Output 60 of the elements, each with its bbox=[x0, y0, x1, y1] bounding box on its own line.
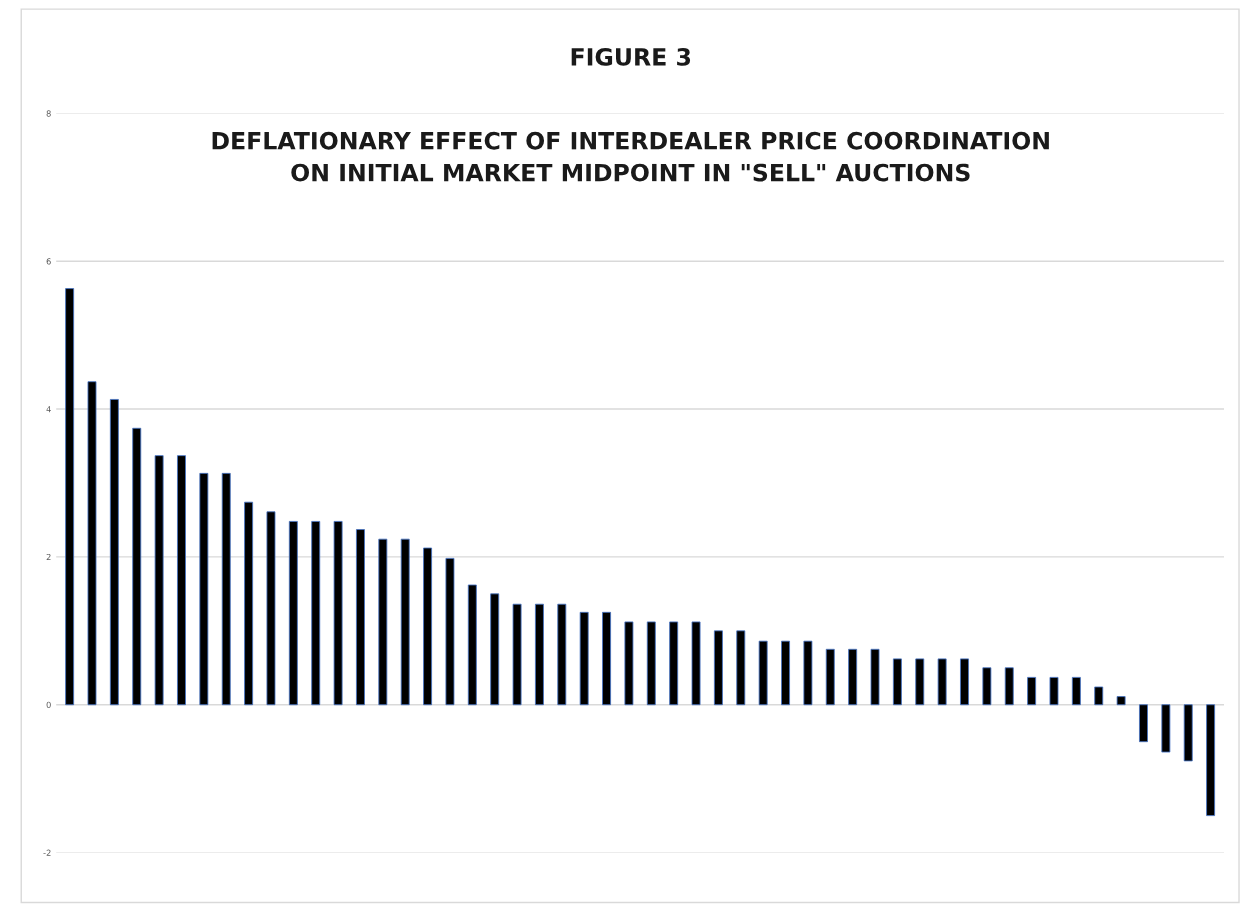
bar bbox=[848, 648, 858, 706]
bar bbox=[65, 288, 75, 706]
bar bbox=[781, 640, 790, 706]
bar bbox=[758, 640, 768, 706]
bar bbox=[288, 521, 298, 706]
bar bbox=[982, 667, 992, 706]
bar bbox=[803, 640, 813, 706]
y-tick-label: 0 bbox=[46, 701, 51, 709]
bar bbox=[870, 648, 880, 706]
bar bbox=[579, 611, 589, 706]
bar bbox=[1094, 686, 1104, 706]
text: DEFLATIONARY EFFECT OF INTERDEALER PRICE COORDINATION ON INITIAL MARKET MIDPOINT IN "SELL" AUCTIONS bbox=[212, 131, 1049, 182]
bar bbox=[356, 529, 365, 706]
bar bbox=[490, 593, 500, 706]
y-tick-label: 4 bbox=[46, 406, 51, 413]
bar bbox=[1027, 676, 1037, 706]
chart-title: FIGURE 3 bbox=[571, 47, 691, 66]
bar bbox=[199, 472, 209, 706]
bar bbox=[557, 603, 567, 706]
bar bbox=[400, 538, 410, 706]
bar bbox=[960, 658, 969, 706]
bar bbox=[244, 501, 254, 706]
bar bbox=[646, 621, 656, 706]
bar bbox=[1206, 704, 1216, 817]
bar bbox=[333, 521, 343, 706]
bar bbox=[109, 399, 119, 706]
bar bbox=[1139, 704, 1148, 743]
bar bbox=[132, 427, 142, 706]
y-tick-label: -2 bbox=[43, 849, 51, 856]
y-tick-label: 6 bbox=[46, 258, 51, 265]
bar bbox=[892, 658, 902, 706]
bar bbox=[1183, 704, 1193, 762]
bar bbox=[154, 455, 164, 706]
bar bbox=[423, 547, 433, 706]
bar bbox=[534, 603, 544, 706]
bar bbox=[691, 621, 701, 706]
bar bbox=[221, 472, 231, 706]
bar bbox=[602, 611, 611, 706]
bar bbox=[467, 584, 477, 706]
bar bbox=[1004, 667, 1014, 706]
bar bbox=[1049, 676, 1059, 706]
bar bbox=[1116, 696, 1126, 706]
bar bbox=[669, 621, 679, 706]
bar bbox=[177, 455, 186, 706]
bar bbox=[915, 658, 925, 706]
bar bbox=[713, 630, 723, 706]
bar bbox=[87, 381, 97, 706]
bar bbox=[937, 658, 947, 706]
y-tick-label: 8 bbox=[46, 110, 51, 117]
bar bbox=[736, 630, 746, 706]
bar bbox=[624, 621, 634, 706]
bar bbox=[1161, 704, 1171, 753]
bar bbox=[378, 538, 388, 706]
y-tick-label: 2 bbox=[46, 553, 51, 561]
bar bbox=[266, 511, 276, 706]
bar bbox=[311, 521, 321, 706]
bar bbox=[512, 603, 522, 706]
bar bbox=[445, 557, 455, 706]
bar bbox=[1071, 676, 1081, 706]
bar bbox=[825, 648, 835, 706]
